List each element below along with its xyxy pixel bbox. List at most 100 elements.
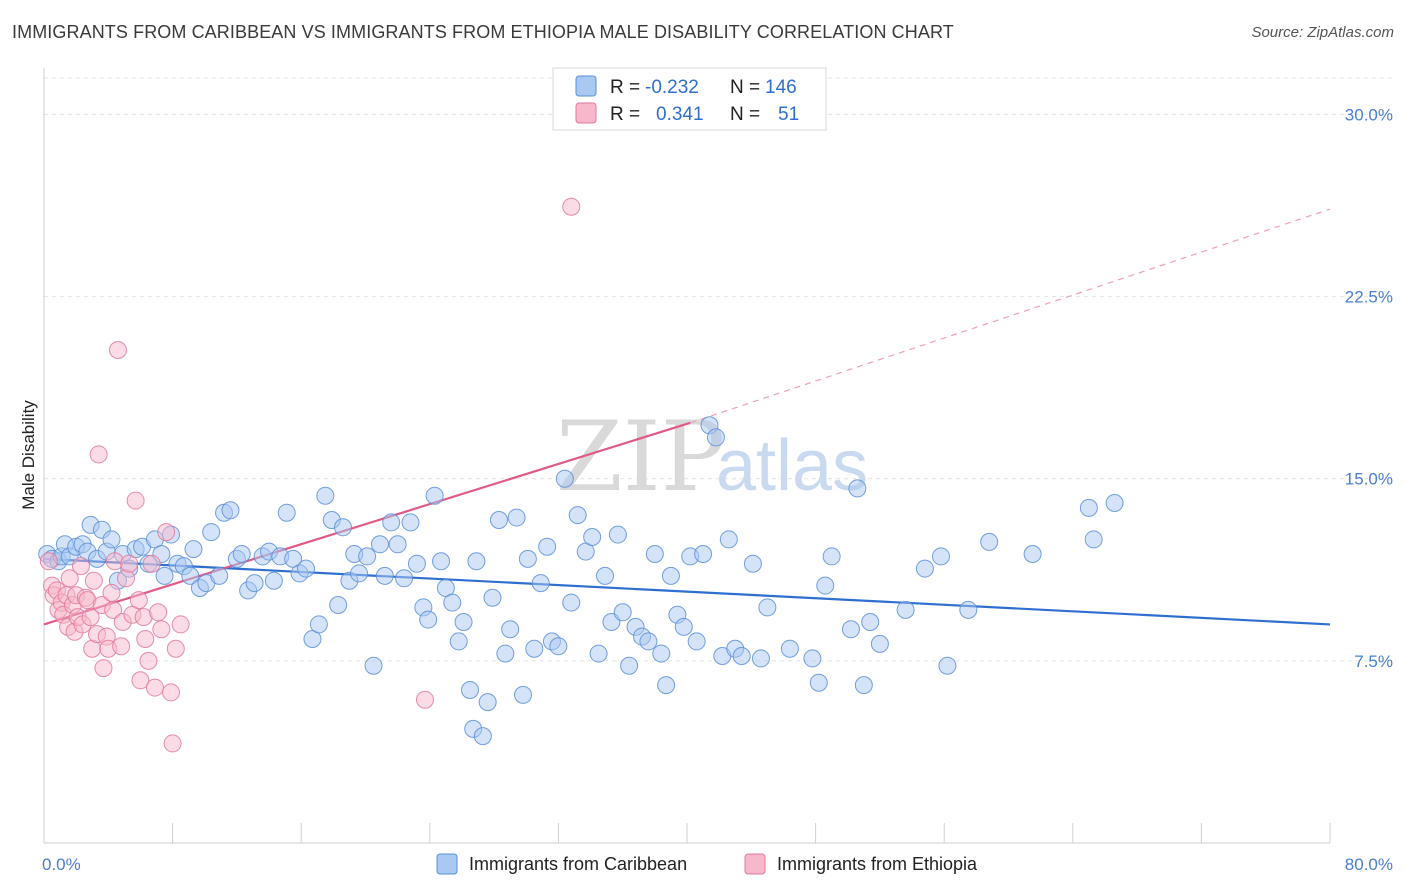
point-ethiopia-41 xyxy=(139,651,158,670)
point-caribbean-106 xyxy=(661,566,680,585)
point-caribbean-130 xyxy=(870,634,889,653)
point-caribbean-136 xyxy=(980,532,999,551)
point-caribbean-69 xyxy=(443,593,462,612)
legend-n-value-ethiopia: 51 xyxy=(778,104,799,125)
point-caribbean-126 xyxy=(841,620,860,639)
bottom-legend-swatch-caribbean xyxy=(436,853,458,875)
axes xyxy=(43,68,1331,844)
x-tick-label-0: 0.0% xyxy=(42,855,81,874)
point-caribbean-88 xyxy=(549,637,568,656)
point-ethiopia-20 xyxy=(84,571,103,590)
point-caribbean-22 xyxy=(155,566,174,585)
point-caribbean-103 xyxy=(645,545,664,563)
point-caribbean-131 xyxy=(896,600,915,619)
bottom-legend-label-ethiopia: Immigrants from Ethiopia xyxy=(777,854,978,874)
trend-line-ethiopia-extension xyxy=(690,208,1331,424)
point-ethiopia-49 xyxy=(166,639,185,658)
point-caribbean-59 xyxy=(382,513,401,532)
legend-r-value-caribbean: -0.232 xyxy=(645,77,699,98)
point-ethiopia-24 xyxy=(94,659,113,678)
point-ethiopia-50 xyxy=(171,615,190,634)
point-ethiopia-51 xyxy=(415,690,434,709)
point-caribbean-79 xyxy=(496,644,515,663)
point-caribbean-138 xyxy=(1079,498,1098,517)
point-caribbean-73 xyxy=(467,552,486,571)
point-caribbean-98 xyxy=(613,603,632,622)
point-ethiopia-45 xyxy=(152,620,171,639)
legend-box: R = -0.232 N = 146 R = 0.341 N = 51 xyxy=(552,67,827,131)
point-caribbean-33 xyxy=(221,501,240,520)
point-caribbean-111 xyxy=(694,545,713,563)
point-caribbean-129 xyxy=(861,613,880,631)
point-ethiopia-36 xyxy=(126,491,145,510)
point-caribbean-89 xyxy=(555,469,574,488)
point-caribbean-72 xyxy=(460,681,479,699)
point-caribbean-85 xyxy=(531,574,550,593)
y-tick-label-3: 30.0% xyxy=(1345,105,1393,124)
point-caribbean-86 xyxy=(538,537,557,556)
point-caribbean-66 xyxy=(425,486,444,505)
point-caribbean-99 xyxy=(620,656,639,675)
point-ethiopia-42 xyxy=(142,554,161,573)
bottom-legend-swatch-ethiopia xyxy=(744,853,766,875)
point-caribbean-51 xyxy=(333,518,352,537)
point-caribbean-132 xyxy=(915,559,934,578)
point-ethiopia-14 xyxy=(71,557,90,576)
point-caribbean-110 xyxy=(687,632,706,651)
y-axis-label: Male Disability xyxy=(19,400,38,510)
bottom-legend-label-caribbean: Immigrants from Caribbean xyxy=(469,854,687,874)
point-caribbean-27 xyxy=(184,540,203,559)
y-tick-labels: 7.5% 15.0% 22.5% 30.0% xyxy=(1345,105,1393,670)
point-ethiopia-52 xyxy=(562,197,581,216)
point-ethiopia-40 xyxy=(136,630,155,648)
point-caribbean-137 xyxy=(1023,545,1042,563)
point-caribbean-113 xyxy=(706,428,725,447)
y-tick-label-0: 7.5% xyxy=(1354,652,1393,671)
point-caribbean-97 xyxy=(608,525,627,544)
point-caribbean-70 xyxy=(449,632,468,651)
point-caribbean-81 xyxy=(507,508,526,527)
point-caribbean-122 xyxy=(803,649,822,668)
point-caribbean-40 xyxy=(264,571,283,590)
point-ethiopia-38 xyxy=(131,671,150,690)
point-caribbean-128 xyxy=(854,676,873,695)
point-caribbean-26 xyxy=(181,566,200,585)
point-caribbean-45 xyxy=(297,559,316,578)
trend-line-caribbean xyxy=(43,557,1331,626)
point-ethiopia-30 xyxy=(108,341,127,359)
point-caribbean-123 xyxy=(809,673,828,692)
point-caribbean-48 xyxy=(316,486,335,505)
point-ethiopia-0 xyxy=(39,552,58,571)
point-ethiopia-28 xyxy=(104,600,123,619)
point-caribbean-71 xyxy=(454,613,473,631)
point-caribbean-125 xyxy=(822,547,841,566)
legend-swatch-ethiopia xyxy=(575,102,597,124)
legend-swatch-caribbean xyxy=(575,75,597,97)
trend-lines xyxy=(43,208,1331,626)
chart-title: IMMIGRANTS FROM CARIBBEAN VS IMMIGRANTS … xyxy=(12,22,954,42)
point-caribbean-134 xyxy=(938,656,957,675)
point-caribbean-105 xyxy=(657,676,676,695)
point-caribbean-35 xyxy=(232,545,251,563)
point-ethiopia-46 xyxy=(157,523,176,542)
point-caribbean-82 xyxy=(514,685,533,704)
point-caribbean-77 xyxy=(483,588,502,607)
point-caribbean-58 xyxy=(375,566,394,585)
point-caribbean-84 xyxy=(525,639,544,658)
gridlines xyxy=(44,77,1395,662)
point-caribbean-127 xyxy=(848,479,867,498)
point-caribbean-124 xyxy=(816,576,835,595)
point-caribbean-75 xyxy=(473,727,492,746)
point-caribbean-76 xyxy=(478,693,497,712)
point-caribbean-140 xyxy=(1105,494,1124,512)
point-caribbean-65 xyxy=(419,610,438,629)
point-caribbean-121 xyxy=(780,639,799,658)
watermark: ZIP atlas xyxy=(556,401,868,513)
point-caribbean-47 xyxy=(309,615,328,634)
point-caribbean-61 xyxy=(395,569,414,588)
point-caribbean-50 xyxy=(329,596,348,614)
point-caribbean-117 xyxy=(732,647,751,665)
point-caribbean-95 xyxy=(596,566,615,585)
point-ethiopia-48 xyxy=(163,734,182,753)
point-ethiopia-31 xyxy=(112,637,131,656)
